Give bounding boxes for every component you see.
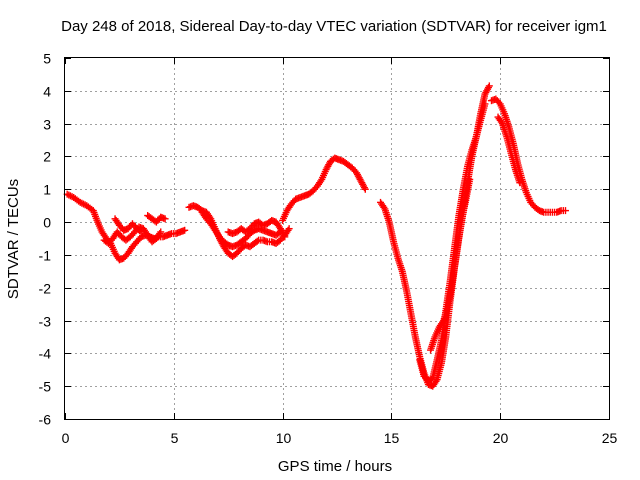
x-tick-label: 15	[384, 430, 400, 446]
data-point	[253, 237, 261, 245]
plot-frame	[64, 57, 610, 420]
x-tick-label: 25	[602, 430, 618, 446]
data-point	[466, 175, 474, 183]
x-tick-label: 20	[493, 430, 509, 446]
chart-title: Day 248 of 2018, Sidereal Day-to-day VTE…	[61, 18, 607, 35]
data-point	[281, 233, 289, 241]
y-tick-label: -4	[39, 346, 52, 362]
y-axis-label: SDTVAR / TECUs	[5, 179, 22, 299]
grid-lines	[65, 58, 609, 419]
data-point	[157, 228, 165, 236]
x-axis: 0 5 10 15 20 25	[62, 58, 618, 446]
x-tick-label: 0	[62, 430, 70, 446]
y-tick-label: 2	[43, 149, 51, 165]
x-tick-label: 10	[276, 430, 292, 446]
data-markers	[63, 82, 569, 390]
x-tick-label: 5	[171, 430, 179, 446]
y-tick-label: -3	[39, 314, 52, 330]
data-point	[285, 225, 293, 233]
data-point	[161, 215, 169, 223]
y-tick-label: -6	[39, 412, 52, 428]
y-tick-label: -2	[39, 281, 52, 297]
y-tick-label: 3	[43, 117, 51, 133]
y-axis: -6 -5 -4 -3 -2 -1 0 1 2 3 4 5	[39, 51, 609, 428]
data-point	[485, 82, 493, 90]
data-point	[137, 228, 145, 236]
data-point	[361, 185, 369, 193]
y-tick-label: 5	[43, 51, 51, 67]
data-point	[481, 100, 489, 108]
y-tick-label: 4	[43, 84, 51, 100]
data-point	[561, 207, 569, 215]
data-point	[136, 227, 144, 235]
data-point	[516, 179, 524, 187]
y-tick-label: -5	[39, 379, 52, 395]
y-tick-label: -1	[39, 248, 52, 264]
y-tick-label: 1	[43, 182, 51, 198]
data-point	[181, 226, 189, 234]
y-tick-label: 0	[43, 215, 51, 231]
x-axis-label: GPS time / hours	[278, 458, 392, 475]
